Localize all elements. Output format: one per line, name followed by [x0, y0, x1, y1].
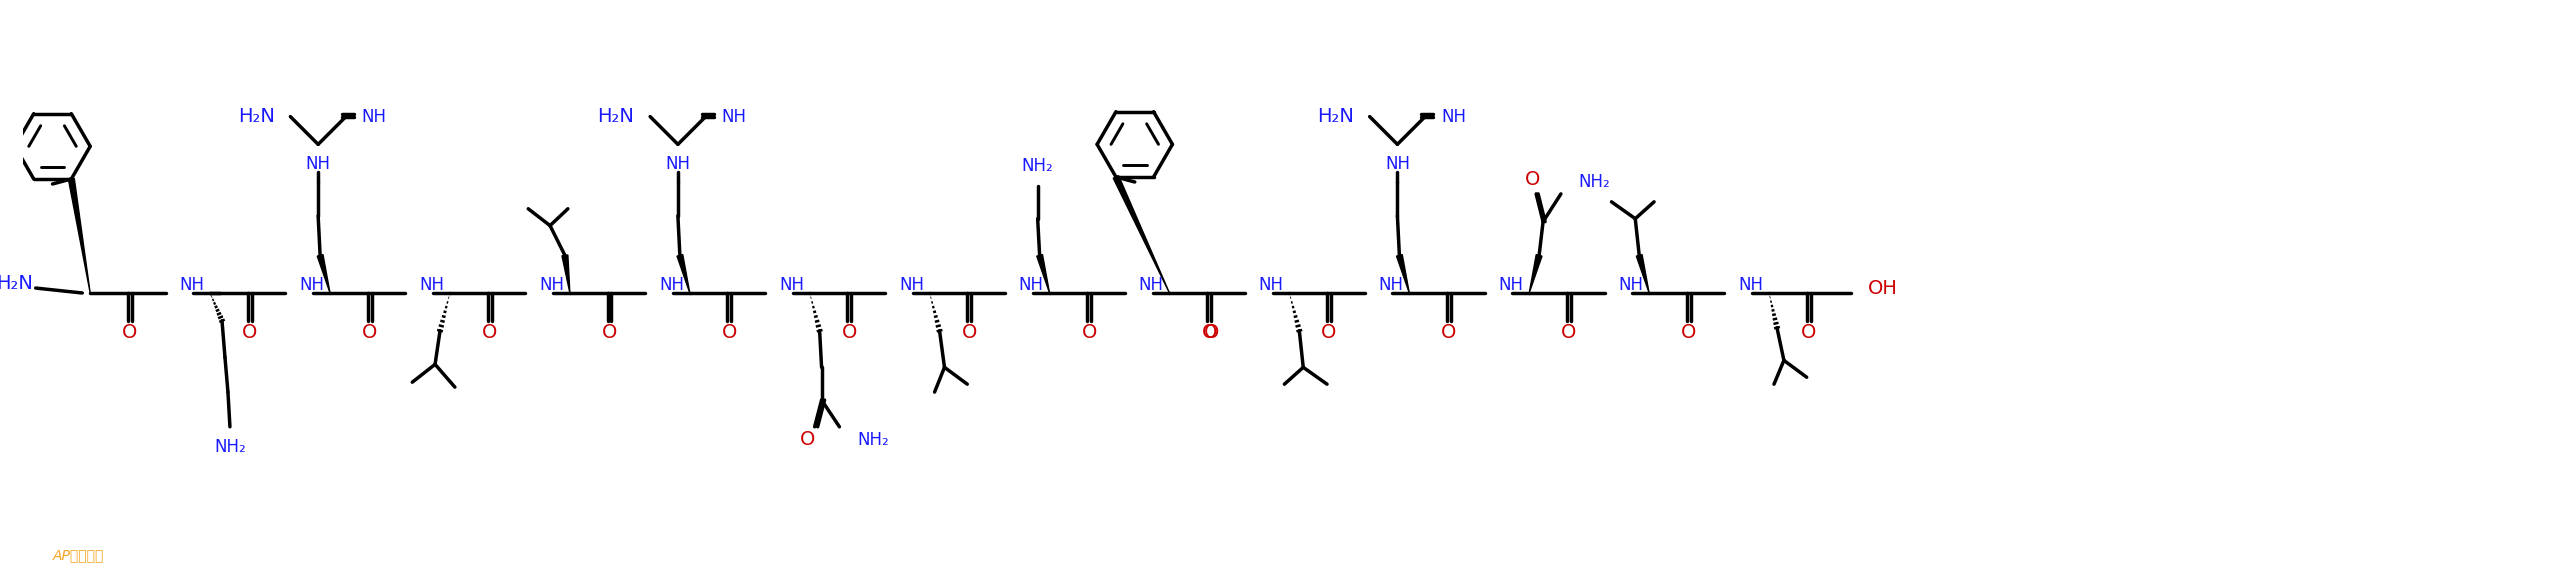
Text: O: O [602, 323, 617, 342]
Text: NH₂: NH₂ [214, 438, 245, 455]
Text: O: O [842, 323, 857, 342]
Text: H₂N: H₂N [237, 107, 275, 126]
Text: NH: NH [538, 276, 564, 294]
Text: O: O [362, 323, 377, 342]
Text: NH: NH [1441, 108, 1466, 125]
Text: NH: NH [418, 276, 444, 294]
Text: NH: NH [1020, 276, 1043, 294]
Text: NH: NH [900, 276, 923, 294]
Text: NH: NH [658, 276, 683, 294]
Text: NH₂: NH₂ [857, 431, 890, 449]
Text: NH: NH [179, 276, 204, 294]
Polygon shape [676, 254, 691, 293]
Text: O: O [1081, 323, 1096, 342]
Text: O: O [242, 323, 258, 342]
Text: H₂N: H₂N [0, 274, 33, 292]
Polygon shape [561, 255, 569, 293]
Text: NH: NH [1385, 155, 1410, 173]
Text: NH: NH [1260, 276, 1283, 294]
Text: NH: NH [778, 276, 803, 294]
Polygon shape [1637, 254, 1650, 293]
Text: NH: NH [306, 155, 332, 173]
Text: H₂N: H₂N [597, 107, 635, 126]
Polygon shape [69, 179, 89, 293]
Text: O: O [1321, 323, 1336, 342]
Polygon shape [1038, 254, 1051, 293]
Polygon shape [1114, 176, 1170, 293]
Text: O: O [482, 323, 497, 342]
Text: H₂N: H₂N [1316, 107, 1354, 126]
Text: NH₂: NH₂ [1578, 173, 1612, 191]
Text: O: O [1441, 323, 1456, 342]
Text: O: O [1561, 323, 1576, 342]
Text: O: O [122, 323, 138, 342]
Polygon shape [316, 254, 329, 293]
Text: NH: NH [298, 276, 324, 294]
Text: O: O [722, 323, 737, 342]
Text: NH: NH [722, 108, 747, 125]
Text: O: O [1800, 323, 1816, 342]
Text: O: O [1525, 169, 1540, 189]
Text: NH: NH [1140, 276, 1163, 294]
Text: NH: NH [666, 155, 691, 173]
Text: NH: NH [362, 108, 388, 125]
Text: O: O [801, 430, 816, 449]
Polygon shape [1397, 254, 1410, 293]
Text: OH: OH [1869, 278, 1897, 298]
Text: O: O [1201, 323, 1216, 342]
Text: NH: NH [1739, 276, 1762, 294]
Polygon shape [1530, 254, 1543, 293]
Text: O: O [961, 323, 977, 342]
Text: NH₂: NH₂ [1023, 157, 1053, 175]
Text: AP专肽生物: AP专肽生物 [54, 548, 105, 563]
Text: O: O [1680, 323, 1696, 342]
Text: O: O [1204, 323, 1219, 342]
Text: NH: NH [1619, 276, 1642, 294]
Text: NH: NH [1499, 276, 1522, 294]
Text: NH: NH [1380, 276, 1403, 294]
